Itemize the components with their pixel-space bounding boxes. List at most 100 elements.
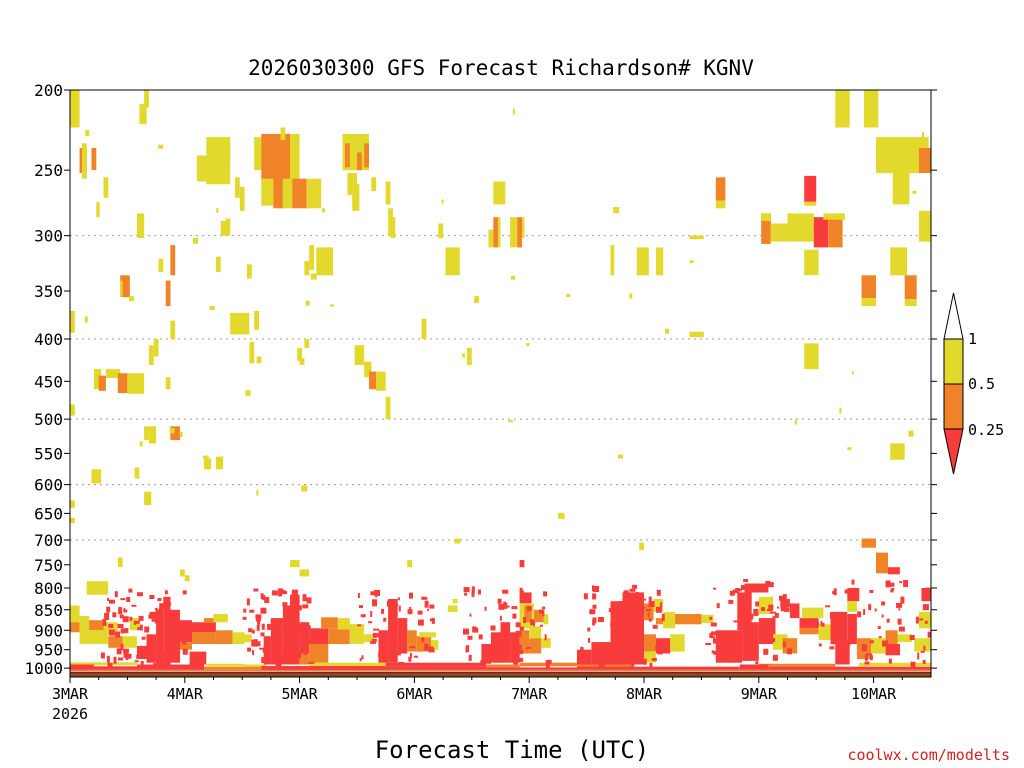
ri-speckle [629,293,633,299]
ri-speckle [815,621,819,626]
x-tick-label: 3MAR [52,685,89,703]
ri-cell [122,636,137,648]
ri-speckle [216,207,219,213]
ri-speckle [787,648,792,655]
ri-speckle [542,606,546,610]
ri-speckle [126,597,131,602]
x-tick-label: 5MAR [282,685,319,703]
ri-cell [70,605,80,623]
ri-speckle [116,648,122,655]
ri-speckle [494,647,499,653]
ri-cell [91,147,97,171]
ri-speckle [886,618,890,623]
ri-speckle [463,628,469,635]
ri-speckle [149,653,153,656]
y-tick-label: 900 [34,621,63,640]
ri-speckle [251,639,258,647]
ri-speckle [498,603,505,610]
ri-speckle [424,643,429,650]
ri-speckle [629,588,636,592]
ri-cell [347,173,357,196]
ri-speckle [468,654,472,661]
ri-speckle [176,623,179,629]
ri-speckle [357,593,360,598]
ri-speckle [502,589,509,594]
ri-cell [321,617,338,629]
ri-speckle [853,617,856,620]
legend-swatch-gt1 [943,292,964,340]
ri-speckle [360,614,366,618]
ri-cell [239,187,245,211]
ri-speckle [603,645,608,652]
ri-speckle [655,645,661,650]
ri-cell [847,601,857,612]
ri-speckle [421,596,428,600]
ri-speckle [469,613,472,617]
ri-speckle [262,595,266,600]
ri-speckle [705,643,712,645]
ri-speckle [462,353,466,358]
ri-cell [79,616,90,644]
ri-speckle [267,623,271,630]
ri-speckle [608,608,613,613]
ri-speckle [242,616,247,620]
ri-speckle [148,641,150,648]
ri-speckle [728,647,732,654]
ri-cell [337,618,350,630]
ri-cell [689,331,704,338]
ri-speckle [120,644,124,650]
ri-cell [885,630,898,644]
ri-speckle [759,620,766,625]
ri-cell [835,90,850,128]
ri-cell [70,517,75,524]
ri-speckle [495,653,498,661]
ri-cell [215,456,224,470]
ri-cell [419,632,436,638]
ri-cell [887,567,900,575]
ri-speckle [302,594,307,602]
ri-speckle [467,635,473,640]
ri-cell [89,630,109,644]
ri-speckle [709,633,714,639]
ri-speckle [909,635,915,640]
ri-speckle [542,610,545,617]
y-tick-label: 800 [34,579,63,598]
ri-speckle [665,328,670,334]
ri-speckle [922,131,924,138]
ri-speckle [114,591,118,598]
ri-speckle [660,602,663,608]
ri-speckle [622,636,625,644]
ri-cell [146,634,157,663]
ri-speckle [151,618,158,622]
ri-cell [70,664,94,670]
ri-speckle [301,634,305,641]
ri-speckle [519,587,523,592]
ri-cell [543,614,549,625]
ri-speckle [512,108,515,115]
ri-speckle [441,199,444,204]
ri-speckle [610,622,614,627]
ri-speckle [378,652,381,658]
ri-speckle [882,640,888,647]
ri-speckle [376,633,381,638]
ri-speckle [156,659,161,664]
ri-speckle [261,657,267,664]
ri-cell [510,632,520,663]
ri-speckle [123,628,129,634]
ri-speckle [615,636,622,642]
ri-speckle [322,208,325,213]
ri-speckle [511,633,517,641]
ri-cell [93,369,102,390]
ri-speckle [251,629,255,634]
ri-speckle [844,661,850,664]
ri-cell [813,217,829,248]
ri-cell [180,569,185,577]
legend-label: 0.5 [968,375,995,393]
ri-cell [510,217,518,248]
ri-speckle [167,615,173,620]
ri-speckle [656,589,661,596]
ri-cell [220,221,226,236]
ground-fill [70,672,931,677]
ri-speckle [772,654,778,661]
ri-speckle [156,625,162,633]
